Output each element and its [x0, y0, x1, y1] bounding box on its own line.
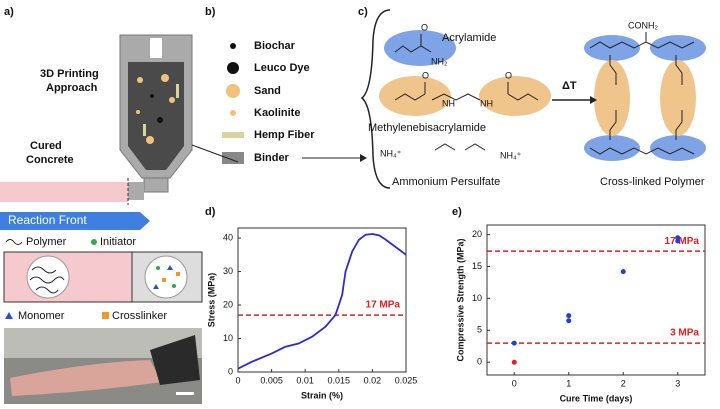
legend-label: Binder [254, 152, 290, 164]
panel-label: d) [205, 206, 216, 218]
y-tick-label: 0 [228, 366, 233, 376]
chem-label: O [422, 70, 429, 80]
y-tick-label: 10 [472, 293, 482, 303]
legend-label: Monomer [18, 310, 65, 322]
data-line [237, 233, 407, 370]
legend-label: Biochar [254, 40, 296, 52]
chem-label: NH [442, 98, 455, 108]
chem-label: NH [480, 98, 493, 108]
chem-label: NH₄⁺ [500, 150, 522, 160]
x-axis-label: Strain (%) [301, 390, 343, 400]
data-point [511, 359, 517, 365]
legend-label: Kaolinite [254, 107, 300, 119]
y-tick-label: 30 [223, 266, 233, 276]
legend-icon [102, 312, 109, 319]
label: Concrete [26, 154, 74, 166]
x-tick-label: 0.005 [260, 375, 283, 385]
x-tick-label: 0 [512, 378, 517, 388]
reference-label: 17 MPa [366, 300, 401, 311]
photo [4, 328, 202, 404]
plot-frame [486, 224, 706, 376]
label: Acrylamide [442, 32, 496, 44]
legend-label: Hemp Fiber [254, 129, 315, 141]
x-tick-label: 3 [675, 378, 680, 388]
arrowhead [360, 154, 367, 162]
legend-label: Crosslinker [112, 310, 167, 322]
chem-label: NH₂ [431, 56, 448, 66]
y-tick-label: 5 [477, 325, 482, 335]
arrowhead [590, 96, 597, 104]
x-tick-label: 1 [566, 378, 571, 388]
x-tick-label: 2 [621, 378, 626, 388]
data-point [566, 313, 572, 319]
reaction-box [3, 251, 203, 303]
data-point [511, 340, 517, 346]
title-line: Approach [46, 82, 98, 94]
panel-label: b) [205, 6, 216, 18]
y-tick-label: 15 [472, 261, 482, 271]
reference-label: 17 MPa [665, 236, 700, 247]
panel-label: e) [452, 206, 462, 218]
legend-label: Polymer [26, 236, 67, 248]
label: Ammonium Persulfate [392, 176, 500, 188]
legend-label: Sand [254, 85, 281, 97]
y-tick-label: 20 [223, 299, 233, 309]
y-tick-label: 20 [472, 229, 482, 239]
legend-icon [5, 239, 23, 245]
legend-label: Initiator [100, 236, 136, 248]
panel-label: a) [4, 6, 14, 18]
label: ΔT [562, 80, 577, 92]
y-tick-label: 0 [477, 357, 482, 367]
data-point [620, 269, 626, 275]
plot-frame [237, 227, 407, 373]
label: Cured [30, 140, 62, 152]
chem-label: CONH₂ [628, 20, 658, 30]
label: Cross-linked Polymer [600, 176, 705, 188]
legend-icon [91, 239, 97, 245]
x-tick-label: 0.02 [364, 375, 382, 385]
legend-label: Leuco Dye [254, 62, 310, 74]
y-tick-label: 10 [223, 333, 233, 343]
label: Methylenebisacrylamide [368, 122, 486, 134]
title-line: 3D Printing [40, 68, 99, 80]
chem-label: O [505, 70, 512, 80]
data-point [566, 318, 572, 324]
y-tick-label: 40 [223, 232, 233, 242]
x-tick-label: 0 [235, 375, 240, 385]
y-axis-label: Compressive Strength (MPa) [455, 238, 465, 361]
x-tick-label: 0.025 [395, 375, 418, 385]
label: Reaction Front [8, 213, 87, 227]
data-point [675, 238, 681, 244]
reference-label: 3 MPa [670, 328, 699, 339]
y-axis-label: Stress (MPa) [206, 273, 216, 328]
chemistry [360, 9, 706, 189]
x-tick-label: 0.015 [328, 375, 351, 385]
charts: 0 0.005 0.01 0.015 0.02 0.025010203040Strain … [206, 224, 706, 403]
x-axis-label: Cure Time (days) [560, 393, 633, 403]
x-tick-label: 0.01 [296, 375, 314, 385]
panel-label: c) [358, 6, 368, 18]
legend-icon [5, 312, 13, 319]
legend-b [191, 43, 244, 164]
printer [0, 34, 193, 230]
chem-label: NH₄⁺ [380, 148, 402, 158]
chem-label: O [421, 22, 428, 32]
